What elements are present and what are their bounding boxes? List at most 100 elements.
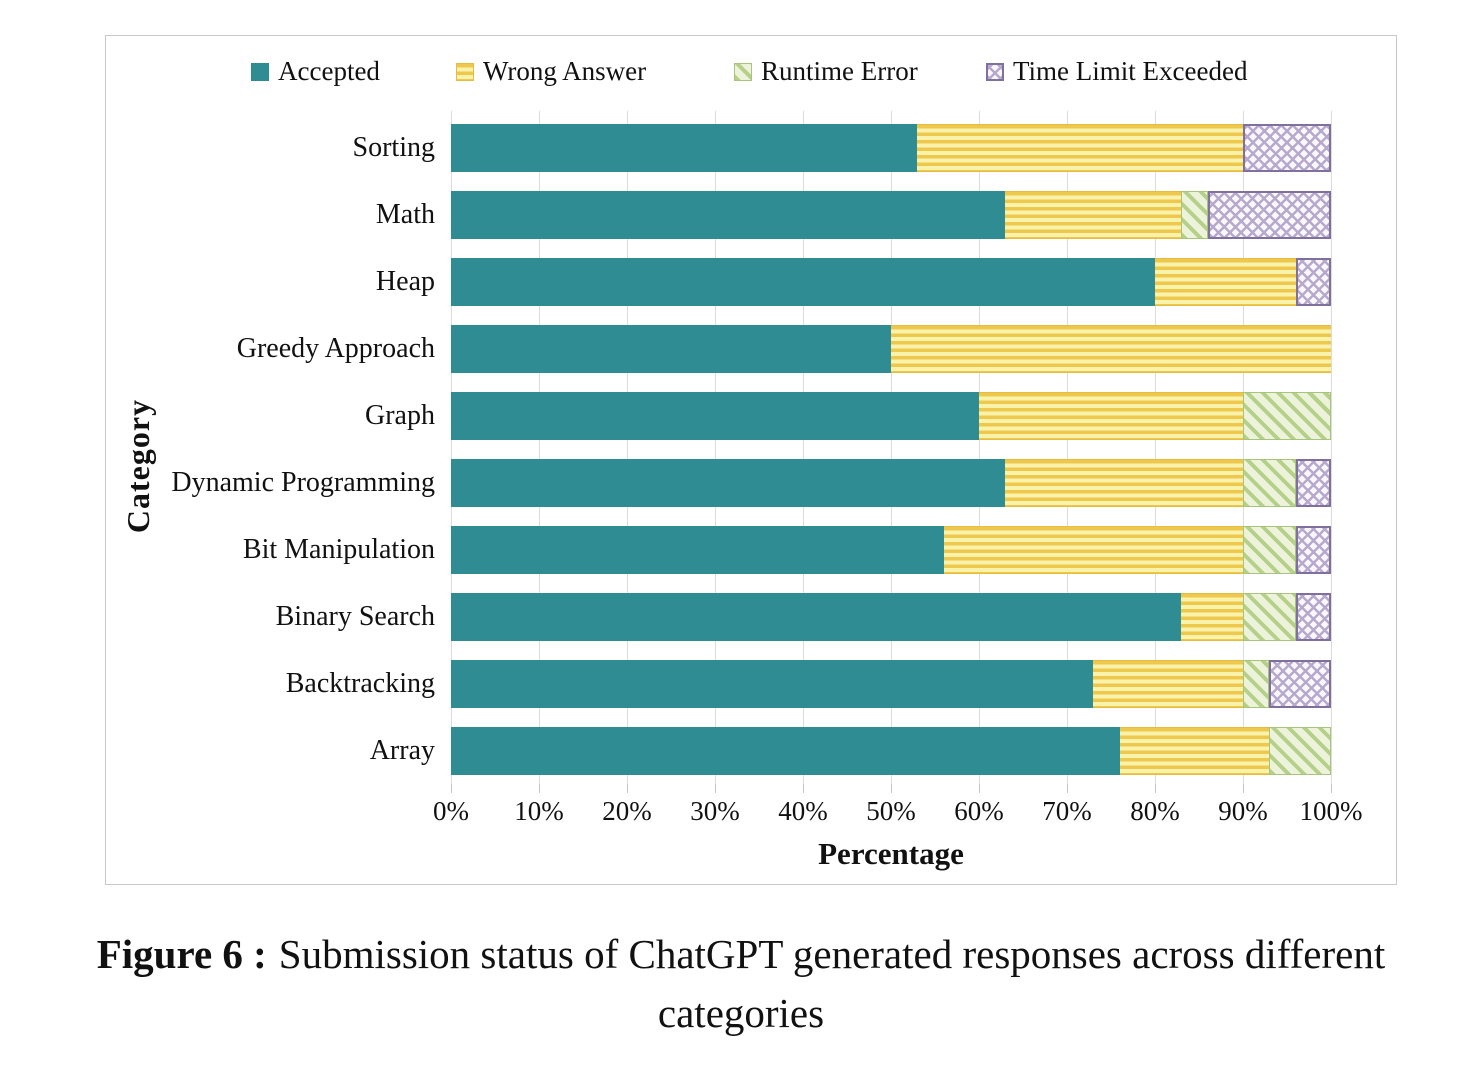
bar-segment-wrong-answer bbox=[979, 391, 1243, 440]
axis-tick bbox=[539, 784, 540, 793]
bar-row: Sorting bbox=[353, 114, 1331, 181]
gridline bbox=[1155, 111, 1156, 784]
gridline bbox=[1331, 111, 1332, 784]
bar-segment-time-limit-exceeded bbox=[1242, 123, 1331, 172]
bar-segment-wrong-answer bbox=[1005, 458, 1243, 507]
x-tick-label: 50% bbox=[866, 796, 916, 826]
category-label-graph: Graph bbox=[365, 399, 435, 431]
category-label-backtracking: Backtracking bbox=[285, 667, 435, 699]
plot-area: Sorting Math Heap Greedy Approach Graph Dynam… bbox=[171, 111, 1332, 784]
bar-segment-wrong-answer bbox=[1119, 726, 1270, 775]
axis-tick bbox=[891, 784, 892, 793]
category-label-array: Array bbox=[369, 734, 435, 766]
bar-row: Bit Manipulation bbox=[243, 516, 1331, 583]
bar-segment-time-limit-exceeded bbox=[1269, 659, 1331, 708]
category-label-greedy-approach: Greedy Approach bbox=[236, 332, 435, 364]
bar-track bbox=[451, 324, 1331, 373]
axis-tick bbox=[979, 784, 980, 793]
x-tick-label: 60% bbox=[954, 796, 1004, 826]
gridline bbox=[539, 111, 540, 784]
bar-track bbox=[451, 257, 1331, 306]
bar-segment-wrong-answer bbox=[1005, 190, 1182, 239]
gridline bbox=[451, 111, 452, 784]
chart-legend: Accepted Wrong Answer Runtime Error Time… bbox=[106, 56, 1396, 90]
x-tick-label: 30% bbox=[690, 796, 740, 826]
bar-segment-accepted bbox=[451, 592, 1182, 641]
bar-track bbox=[451, 190, 1331, 239]
bar-segment-runtime-error bbox=[1181, 190, 1208, 239]
x-tick-label: 0% bbox=[433, 796, 469, 826]
bar-rows: Sorting Math Heap Greedy Approach Graph Dynam… bbox=[171, 114, 1331, 784]
bar-segment-accepted bbox=[451, 458, 1006, 507]
x-tick-label: 80% bbox=[1130, 796, 1180, 826]
figure-caption-text: Submission status of ChatGPT generated r… bbox=[278, 931, 1386, 1037]
bar-segment-accepted bbox=[451, 525, 944, 574]
bar-segment-time-limit-exceeded bbox=[1295, 458, 1331, 507]
axis-tick bbox=[1331, 784, 1332, 793]
figure-caption-label: Figure 6 : bbox=[96, 931, 267, 977]
bar-track bbox=[451, 123, 1331, 172]
x-tick-label: 10% bbox=[514, 796, 564, 826]
runtime-error-swatch-icon bbox=[734, 62, 752, 81]
x-tick-label: 100% bbox=[1299, 796, 1363, 826]
gridline bbox=[891, 111, 892, 784]
x-tick-label: 40% bbox=[778, 796, 828, 826]
category-label-dynamic-programming: Dynamic Programming bbox=[171, 466, 435, 498]
bar-segment-runtime-error bbox=[1242, 659, 1270, 708]
bar-track bbox=[451, 391, 1331, 440]
x-axis-ticks bbox=[451, 784, 1332, 793]
bar-segment-runtime-error bbox=[1242, 525, 1296, 574]
bar-track bbox=[451, 592, 1331, 641]
bar-row: Binary Search bbox=[276, 583, 1331, 650]
gridline bbox=[715, 111, 716, 784]
category-label-bit-manipulation: Bit Manipulation bbox=[242, 533, 435, 565]
axis-tick bbox=[627, 784, 628, 793]
category-label-sorting: Sorting bbox=[352, 131, 435, 163]
bar-segment-time-limit-exceeded bbox=[1207, 190, 1331, 239]
bar-segment-runtime-error bbox=[1243, 391, 1331, 440]
accepted-swatch-icon bbox=[251, 62, 269, 81]
category-label-math: Math bbox=[375, 198, 435, 230]
category-label-heap: Heap bbox=[375, 265, 435, 297]
bar-segment-accepted bbox=[451, 190, 1006, 239]
legend-label: Time Limit Exceeded bbox=[1013, 56, 1248, 86]
bar-row: Math bbox=[376, 181, 1331, 248]
bar-segment-accepted bbox=[451, 324, 891, 373]
bar-segment-accepted bbox=[451, 391, 979, 440]
chart-panel: Accepted Wrong Answer Runtime Error Time… bbox=[105, 35, 1397, 885]
bar-row: Backtracking bbox=[286, 650, 1331, 717]
gridline bbox=[803, 111, 804, 784]
wrong-answer-swatch-icon bbox=[456, 62, 474, 81]
bar-row: Heap bbox=[376, 248, 1331, 315]
bar-segment-wrong-answer bbox=[891, 324, 1331, 373]
bar-segment-runtime-error bbox=[1242, 458, 1296, 507]
x-tick-label: 90% bbox=[1218, 796, 1268, 826]
bar-row: Graph bbox=[365, 382, 1331, 449]
x-tick-label: 70% bbox=[1042, 796, 1092, 826]
axis-tick bbox=[803, 784, 804, 793]
legend-label: Runtime Error bbox=[761, 56, 918, 86]
axis-tick bbox=[451, 784, 452, 793]
axis-tick bbox=[715, 784, 716, 793]
axis-tick bbox=[1155, 784, 1156, 793]
bar-segment-accepted bbox=[451, 257, 1155, 306]
gridline bbox=[627, 111, 628, 784]
x-axis-labels: 0% 10% 20% 30% 40% 50% 60% 70% 80% 90% 100% bbox=[433, 796, 1363, 830]
category-label-binary-search: Binary Search bbox=[275, 600, 435, 632]
x-axis-title: Percentage bbox=[818, 836, 964, 871]
bar-segment-runtime-error bbox=[1269, 726, 1331, 775]
legend-item-accepted: Accepted bbox=[251, 56, 380, 87]
legend-item-runtime-error: Runtime Error bbox=[734, 56, 918, 87]
gridline bbox=[1067, 111, 1068, 784]
bar-segment-wrong-answer bbox=[1093, 659, 1243, 708]
bar-segment-wrong-answer bbox=[917, 123, 1243, 172]
bar-segment-wrong-answer bbox=[943, 525, 1243, 574]
time-limit-exceeded-swatch-icon bbox=[986, 62, 1004, 81]
bar-track bbox=[451, 458, 1331, 507]
bar-track bbox=[451, 525, 1331, 574]
figure-caption: Figure 6 : Submission status of ChatGPT g… bbox=[0, 925, 1482, 1044]
legend-label: Accepted bbox=[278, 56, 380, 86]
bar-segment-accepted bbox=[451, 659, 1094, 708]
axis-tick bbox=[1243, 784, 1244, 793]
